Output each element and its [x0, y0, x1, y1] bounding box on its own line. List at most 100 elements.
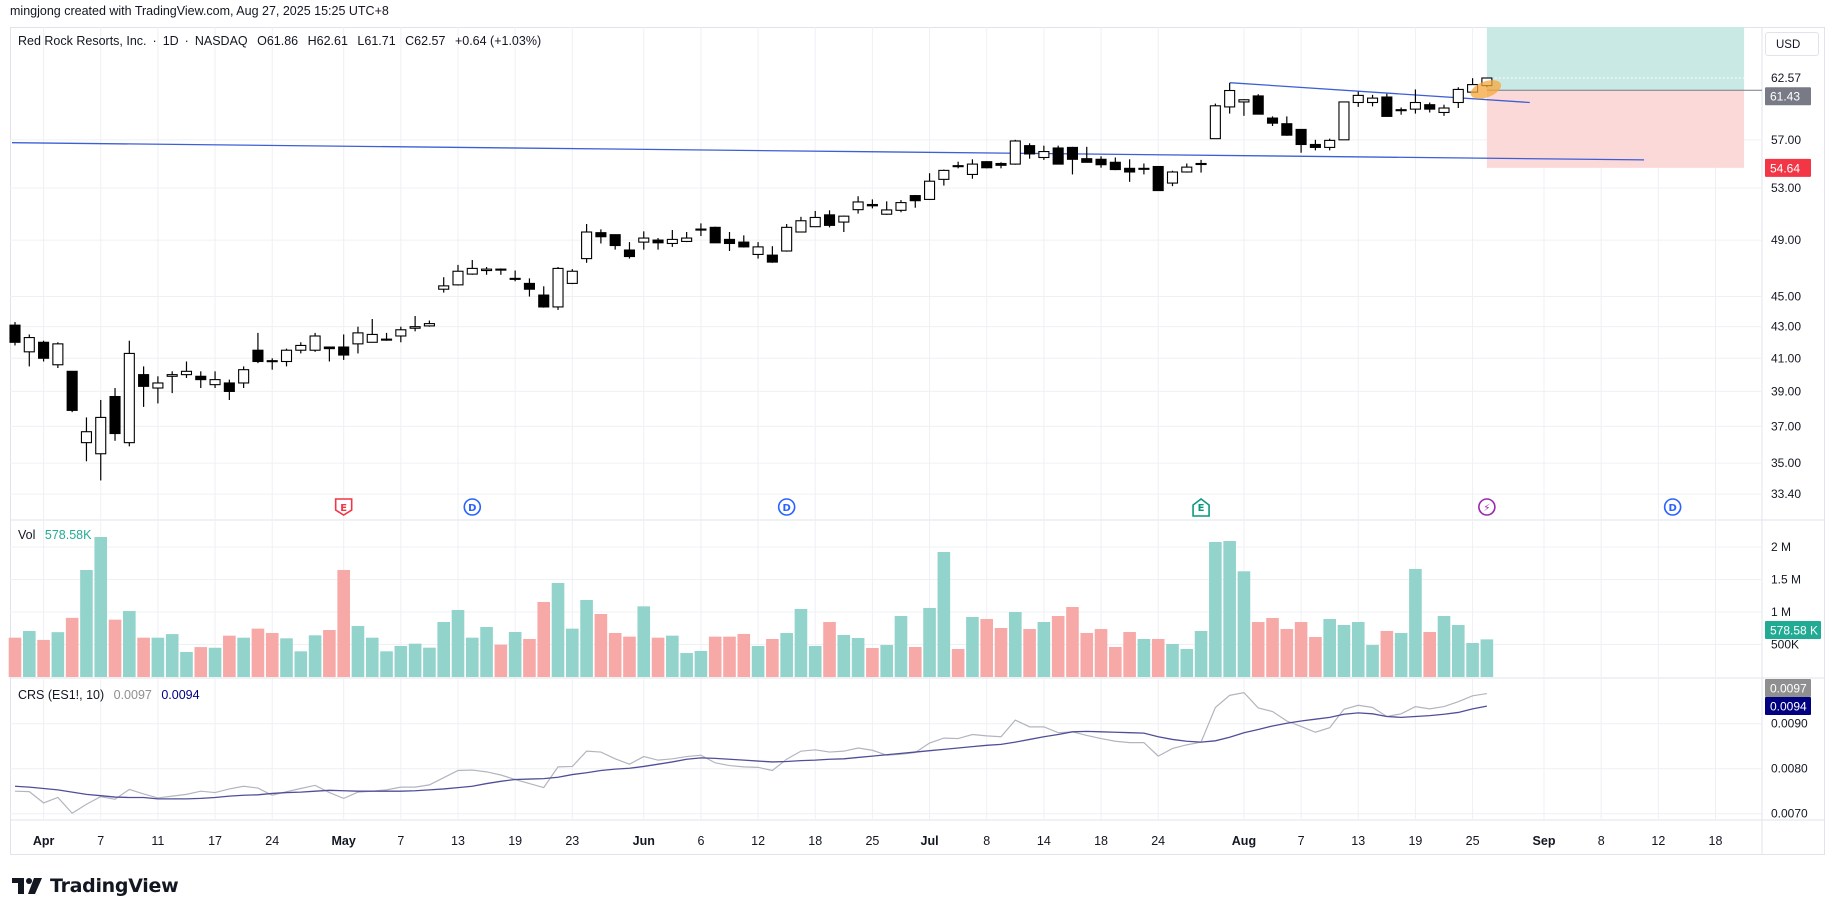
time-tick-label: 13 — [451, 834, 465, 848]
volume-bar-down — [65, 617, 79, 677]
time-tick-label: 11 — [151, 834, 164, 848]
time-tick-label: 8 — [1598, 834, 1605, 848]
dividend-circle — [463, 498, 482, 516]
candle-up — [881, 209, 893, 215]
volume-bar-up — [1451, 625, 1465, 677]
candle-up — [681, 237, 693, 242]
time-tick-label: Jun — [633, 834, 655, 848]
volume-bar-up — [923, 607, 936, 677]
candle-up — [1452, 88, 1464, 104]
crs-title: CRS (ES1!, 10) — [18, 688, 105, 702]
volume-bar-down — [737, 633, 751, 677]
candle-down — [1024, 145, 1036, 155]
logo-text: TradingView — [50, 875, 179, 897]
crs-legend[interactable]: CRS (ES1!, 10) 0.0097 0.0094 — [18, 688, 206, 702]
volume-bar-down — [623, 636, 636, 677]
crs-indicator — [14, 691, 1487, 815]
candle-down — [981, 161, 993, 169]
volume-bar-down — [1423, 632, 1437, 677]
candle-up — [23, 337, 35, 353]
candle-up — [638, 237, 650, 243]
highlight-ellipse[interactable] — [1468, 76, 1504, 102]
volume-bar-up — [694, 651, 708, 677]
candle-up — [809, 216, 821, 228]
volume-bar-up — [751, 645, 765, 677]
currency-button[interactable]: USD — [1765, 32, 1819, 56]
candle-up — [924, 180, 936, 200]
volume-bar-up — [237, 637, 250, 677]
candle-up — [1338, 101, 1350, 141]
candle-down — [1266, 117, 1279, 124]
volume-bar-down — [1080, 632, 1094, 677]
tradingview-logo[interactable]: TradingView — [12, 875, 179, 897]
interval[interactable]: 1D — [162, 34, 179, 48]
candle-up — [1324, 139, 1336, 148]
symbol-legend[interactable]: Red Rock Resorts, Inc. · 1D · NASDAQ O61.86 … — [18, 34, 547, 48]
volume-bar-down — [337, 570, 350, 677]
stop-price-label-box — [1765, 158, 1811, 177]
volume-bar-up — [465, 637, 479, 677]
volume-bar-up — [637, 606, 651, 677]
volume-bar-up — [880, 645, 893, 677]
volume-bar-down — [708, 636, 722, 677]
price-tick-label: 43.00 — [1771, 320, 1801, 334]
time-tick-label: May — [332, 834, 356, 848]
time-tick-label: 7 — [97, 834, 104, 848]
time-tick-label: 17 — [208, 834, 222, 848]
time-tick-label: 19 — [508, 834, 522, 848]
candle-up — [695, 228, 707, 231]
volume-bar-up — [551, 583, 565, 677]
volume-bar-up — [1366, 645, 1379, 677]
candle-down — [1295, 128, 1307, 146]
volume-tick-label: 1.5 M — [1771, 573, 1801, 587]
volume-title: Vol — [18, 528, 36, 542]
volume-bar-up — [408, 643, 422, 677]
candlestick-series — [9, 77, 1493, 481]
candle-up — [509, 277, 521, 280]
long-position-tool[interactable] — [1486, 27, 1762, 168]
volume-legend[interactable]: Vol 578.58K — [18, 528, 97, 542]
volume-bar-down — [823, 622, 836, 677]
candle-down — [338, 346, 350, 356]
volume-bar-down — [723, 636, 736, 677]
trendlines[interactable] — [11, 82, 1645, 161]
crs-ma-line — [14, 705, 1487, 800]
close-value: C62.57 — [405, 34, 446, 48]
candle-down — [623, 249, 636, 258]
volume-bar-up — [1223, 541, 1236, 677]
event-label: E — [340, 503, 347, 514]
crs-tick-label: 0.0070 — [1771, 807, 1808, 821]
candle-up — [1238, 99, 1250, 103]
candle-down — [609, 234, 621, 247]
last-price-label: 62.57 — [1771, 71, 1801, 85]
time-tick-label: 13 — [1351, 834, 1365, 848]
volume-bar-down — [1251, 622, 1265, 677]
volume-bar-down — [1309, 637, 1322, 677]
candle-down — [223, 382, 235, 392]
candle-up — [1138, 167, 1150, 170]
time-tick-label: Jul — [921, 834, 939, 848]
volume-bar-up — [480, 627, 493, 677]
candle-up — [180, 370, 193, 376]
volume-last-label-box — [1765, 621, 1821, 639]
volume-bar-up — [794, 609, 808, 677]
volume-bar-down — [323, 630, 336, 677]
volume-bar-down — [951, 648, 965, 677]
volume-bar-down — [223, 635, 236, 677]
time-tick-label: 24 — [1151, 834, 1165, 848]
crs-ma-last-label-box — [1765, 697, 1811, 715]
event-markers[interactable]: E D D E ⚡ D — [334, 498, 1682, 517]
candle-down — [1152, 165, 1164, 192]
volume-bar-down — [994, 627, 1008, 677]
target-zone — [1486, 27, 1745, 91]
volume-bar-up — [808, 645, 822, 677]
candle-down — [1081, 158, 1093, 163]
volume-bar-up — [1323, 619, 1336, 677]
crs-tick-label: 0.0090 — [1771, 717, 1808, 731]
event-label: D — [783, 503, 791, 514]
candle-up — [1395, 109, 1407, 112]
price-tick-label: 35.00 — [1771, 456, 1801, 470]
candle-up — [781, 226, 793, 252]
candle-up — [481, 268, 493, 272]
